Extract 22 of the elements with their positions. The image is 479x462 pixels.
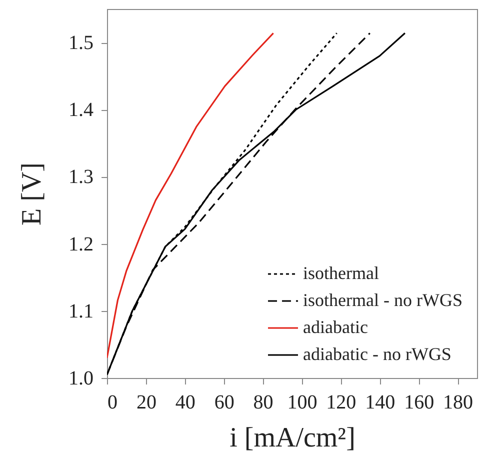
- x-tick-label: 160: [404, 392, 434, 414]
- y-tick-label: 1.4: [68, 99, 94, 122]
- y-tick-label: 1.1: [68, 300, 94, 322]
- x-tick-label: 80: [253, 392, 274, 414]
- x-tick-label: 180: [443, 392, 474, 414]
- x-tick-label: 140: [365, 392, 396, 414]
- legend-label: adiabatic: [303, 317, 368, 337]
- y-tick-label: 1.0: [68, 368, 94, 390]
- x-tick-label: 120: [326, 392, 356, 414]
- x-tick-label: 60: [214, 392, 234, 414]
- legend-label: adiabatic - no rWGS: [303, 344, 452, 364]
- x-tick-label: 40: [175, 392, 196, 414]
- y-tick-label: 1.2: [68, 233, 94, 256]
- x-tick-label: 20: [136, 392, 156, 414]
- legend-label: isothermal - no rWGS: [303, 290, 462, 310]
- y-axis-title: E [V]: [16, 162, 48, 226]
- x-tick-label: 100: [287, 392, 318, 414]
- y-tick-label: 1.5: [68, 32, 94, 54]
- x-tick-label: 0: [108, 392, 118, 414]
- x-axis-title: i [mA/cm²]: [230, 422, 356, 454]
- y-tick-label: 1.3: [68, 166, 94, 188]
- legend-label: isothermal: [303, 263, 379, 283]
